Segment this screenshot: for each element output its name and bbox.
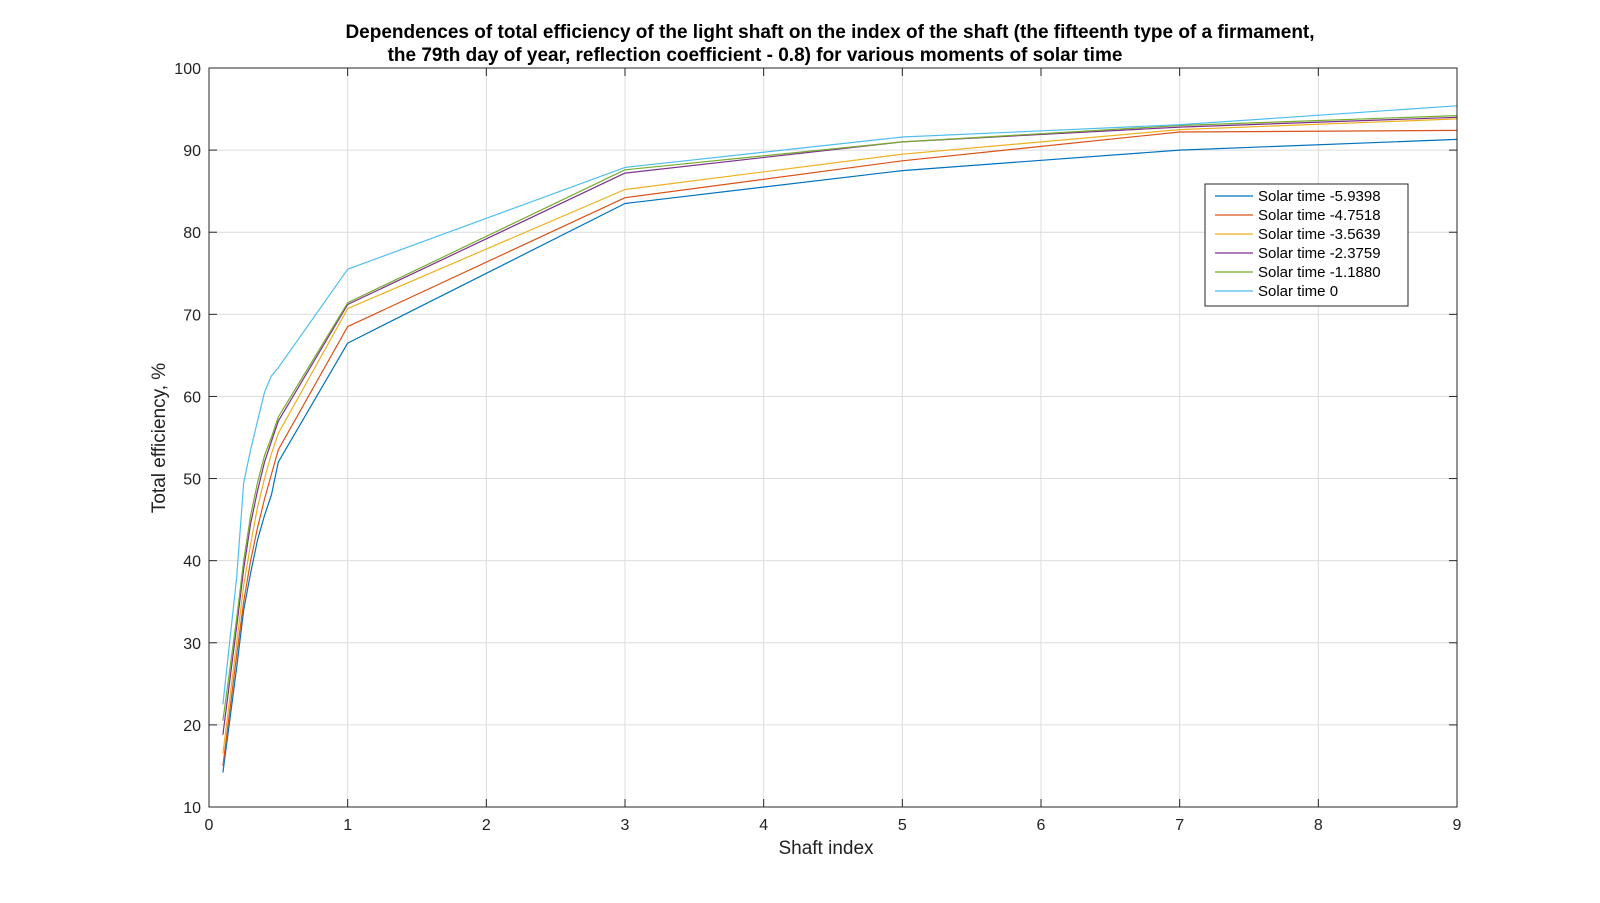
y-tick-label: 20 xyxy=(183,718,201,735)
y-tick-label: 80 xyxy=(183,225,201,242)
x-tick-label: 7 xyxy=(1175,817,1184,834)
y-tick-label: 70 xyxy=(183,307,201,324)
y-tick-label: 30 xyxy=(183,636,201,653)
chart-title: Dependences of total efficiency of the l… xyxy=(345,22,1314,66)
legend: Solar time -5.9398 Solar time -4.7518 Sola… xyxy=(1204,183,1409,307)
y-axis-label: Total efficiency, % xyxy=(149,363,170,513)
series-line-5 xyxy=(222,115,1458,721)
y-tick-label: 90 xyxy=(183,143,201,160)
legend-entry-label: Solar time -4.7518 xyxy=(1258,207,1381,224)
y-tick-label: 50 xyxy=(183,472,201,489)
legend-entry-label: Solar time -3.5639 xyxy=(1258,226,1381,243)
x-axis-label: Shaft index xyxy=(778,838,874,859)
legend-entry-label: Solar time -1.1880 xyxy=(1258,264,1381,281)
axis-ticks: 0 1 2 3 4 5 6 7 8 9 10 20 30 40 50 60 70 80 90 100 xyxy=(174,61,1461,834)
y-tick-label: 60 xyxy=(183,389,201,406)
plot-area-frame xyxy=(208,67,1458,808)
series-line-2 xyxy=(222,129,1458,766)
x-tick-label: 5 xyxy=(898,817,907,834)
series-line-3 xyxy=(222,118,1458,754)
y-tick-label: 100 xyxy=(174,61,201,78)
legend-box xyxy=(1204,183,1409,307)
series-line-6 xyxy=(222,105,1458,705)
x-tick-label: 9 xyxy=(1453,817,1462,834)
y-tick-label: 10 xyxy=(183,800,201,817)
x-tick-label: 4 xyxy=(759,817,768,834)
data-series xyxy=(222,105,1458,773)
legend-entry-label: Solar time -2.3759 xyxy=(1258,245,1381,262)
x-tick-label: 1 xyxy=(343,817,352,834)
series-line-1 xyxy=(222,138,1458,773)
x-tick-label: 0 xyxy=(205,817,214,834)
chart-title-line-2: the 79th day of year, reflection coeffic… xyxy=(388,45,1123,66)
x-tick-label: 8 xyxy=(1314,817,1323,834)
x-tick-label: 3 xyxy=(621,817,630,834)
x-tick-label: 2 xyxy=(482,817,491,834)
legend-entry-label: Solar time 0 xyxy=(1258,283,1338,300)
y-tick-label: 40 xyxy=(183,554,201,571)
legend-entry-label: Solar time -5.9398 xyxy=(1258,188,1381,205)
chart-title-line-1: Dependences of total efficiency of the l… xyxy=(345,22,1314,43)
x-tick-label: 6 xyxy=(1037,817,1046,834)
